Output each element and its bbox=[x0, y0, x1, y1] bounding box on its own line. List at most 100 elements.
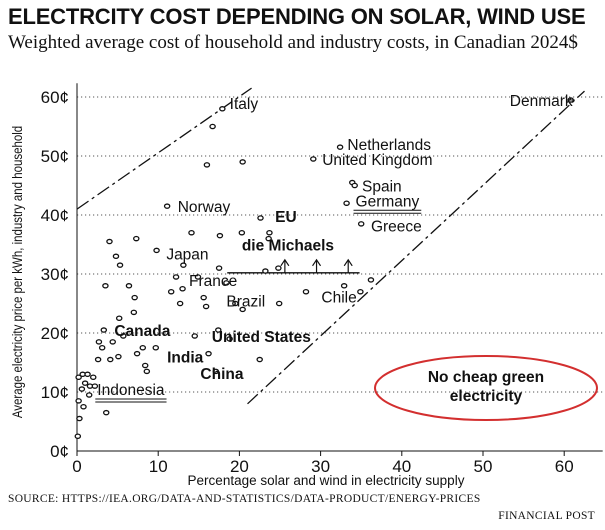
data-point bbox=[302, 288, 310, 295]
point-label: Netherlands bbox=[347, 137, 431, 154]
data-point bbox=[205, 350, 212, 357]
credit-note: FINANCIAL POST bbox=[498, 510, 595, 522]
data-point bbox=[125, 283, 133, 289]
data-point bbox=[215, 327, 222, 333]
data-point bbox=[74, 433, 82, 439]
data-point bbox=[266, 229, 273, 236]
up-arrow-icon bbox=[280, 259, 290, 274]
chart-title: ELECTRCITY COST DEPENDING ON SOLAR, WIND… bbox=[8, 4, 586, 29]
x-tick-label: 50 bbox=[474, 457, 493, 476]
data-point bbox=[200, 294, 207, 301]
point-label: Canada bbox=[114, 323, 170, 340]
y-tick-label: 40¢ bbox=[41, 206, 69, 225]
data-point bbox=[310, 156, 317, 162]
data-point bbox=[85, 392, 93, 398]
point-label: United States bbox=[212, 329, 311, 346]
point-label: France bbox=[189, 273, 237, 290]
data-point bbox=[100, 327, 108, 333]
data-point bbox=[223, 280, 230, 286]
upper-trend-line bbox=[76, 87, 252, 210]
data-points bbox=[74, 97, 574, 439]
data-point bbox=[107, 356, 114, 363]
data-point bbox=[143, 368, 151, 375]
axes: 0¢ 10¢ 20¢ 30¢ 40¢ 50¢ 60¢ 0 10 20 30 40 50 60 bbox=[41, 83, 603, 476]
x-tick-label: 0 bbox=[72, 457, 81, 476]
data-point bbox=[81, 380, 89, 386]
point-label: Brazil bbox=[226, 294, 265, 311]
x-tick-label: 10 bbox=[149, 457, 168, 476]
chart-subtitle: Weighted average cost of household and i… bbox=[8, 32, 578, 53]
data-point bbox=[239, 159, 246, 165]
point-label: United Kingdom bbox=[322, 152, 432, 169]
data-point bbox=[188, 229, 195, 236]
point-label: India bbox=[167, 350, 204, 367]
point-label: Greece bbox=[371, 219, 422, 236]
point-label: Japan bbox=[166, 246, 208, 263]
data-point bbox=[256, 356, 263, 363]
data-point bbox=[115, 353, 122, 360]
point-label: Norway bbox=[178, 199, 231, 216]
data-point bbox=[98, 344, 106, 351]
data-point bbox=[112, 253, 120, 260]
data-point bbox=[120, 333, 127, 339]
data-point bbox=[194, 274, 202, 280]
x-tick-label: 60 bbox=[555, 457, 574, 476]
data-point bbox=[167, 288, 175, 295]
point-label: die Michaels bbox=[242, 238, 334, 255]
point-label: China bbox=[200, 366, 243, 383]
data-point bbox=[102, 283, 109, 289]
x-tick-label: 30 bbox=[311, 457, 330, 476]
data-point bbox=[94, 356, 102, 363]
data-point bbox=[265, 235, 272, 242]
data-point bbox=[141, 362, 149, 369]
up-arrow-icon bbox=[311, 259, 322, 274]
data-point bbox=[343, 200, 350, 206]
data-point bbox=[367, 277, 375, 283]
data-point bbox=[216, 232, 224, 239]
data-point bbox=[212, 368, 220, 375]
point-label: Spain bbox=[362, 179, 402, 196]
data-point bbox=[226, 336, 233, 342]
data-point bbox=[275, 265, 282, 271]
up-arrow-icon bbox=[343, 259, 353, 274]
point-label: Chile bbox=[321, 289, 356, 306]
y-tick-label: 60¢ bbox=[41, 88, 69, 107]
data-point bbox=[176, 300, 184, 307]
data-point bbox=[152, 344, 160, 351]
callout-text: No cheap green electricity bbox=[428, 369, 544, 405]
data-point bbox=[238, 229, 246, 236]
data-point bbox=[357, 288, 364, 295]
data-point bbox=[180, 262, 187, 268]
data-point bbox=[257, 215, 264, 221]
data-point bbox=[340, 283, 348, 289]
data-point bbox=[89, 374, 97, 380]
data-point bbox=[163, 203, 171, 209]
data-point bbox=[172, 274, 180, 280]
data-point bbox=[75, 374, 82, 380]
data-point bbox=[133, 235, 140, 242]
data-point bbox=[131, 294, 138, 301]
scatter-chart: 0¢ 10¢ 20¢ 30¢ 40¢ 50¢ 60¢ 0 10 20 30 40 50 60 Italy N… bbox=[10, 83, 603, 488]
data-point bbox=[153, 247, 160, 254]
point-label: Denmark bbox=[510, 93, 573, 110]
data-point bbox=[209, 123, 216, 130]
data-point bbox=[239, 306, 246, 313]
data-point bbox=[78, 386, 86, 392]
data-point bbox=[75, 398, 82, 404]
data-point bbox=[336, 144, 344, 150]
data-point bbox=[357, 221, 365, 227]
data-point bbox=[95, 339, 103, 345]
source-note: SOURCE: HTTPS://IEA.ORG/DATA-AND-STATIST… bbox=[8, 493, 481, 505]
data-point bbox=[275, 300, 283, 307]
data-point bbox=[130, 309, 138, 316]
data-point bbox=[262, 268, 269, 274]
data-point bbox=[203, 162, 211, 168]
data-point bbox=[133, 350, 141, 357]
y-axis-label: Average electricity price per kWh, indus… bbox=[10, 126, 25, 418]
data-point bbox=[76, 415, 83, 422]
data-point bbox=[232, 300, 239, 307]
y-tick-label: 10¢ bbox=[41, 383, 69, 402]
point-label: EU bbox=[275, 209, 297, 226]
y-tick-label: 0¢ bbox=[50, 442, 69, 461]
